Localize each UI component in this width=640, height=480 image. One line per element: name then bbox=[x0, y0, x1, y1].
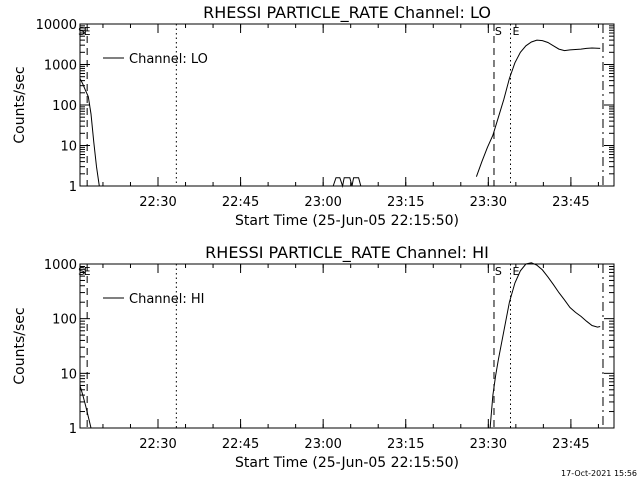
series-line-segment bbox=[79, 385, 92, 429]
y-tick-label: 1000 bbox=[44, 258, 77, 273]
x-tick-label: 22:30 bbox=[139, 437, 176, 452]
interval-marker-E: E bbox=[513, 265, 520, 278]
x-tick-label: 23:30 bbox=[470, 195, 507, 210]
time-interval-lines bbox=[86, 264, 604, 428]
chart-panel-hi: RHESSI PARTICLE_RATE Channel: HI 1101001… bbox=[12, 243, 615, 471]
footer-timestamp: 17-Oct-2021 15:56 bbox=[561, 469, 637, 478]
y-tick-label: 10000 bbox=[36, 18, 77, 33]
interval-marker-E: E bbox=[513, 25, 520, 38]
x-tick-labels: 22:30 22:45 23:00 23:15 23:30 23:45 bbox=[139, 437, 589, 452]
y-axis-label: Counts/sec bbox=[12, 307, 28, 384]
chart-title: RHESSI PARTICLE_RATE Channel: LO bbox=[203, 3, 491, 23]
x-tick-label: 23:30 bbox=[470, 437, 507, 452]
y-tick-label: 1 bbox=[69, 180, 77, 195]
chart-panel-lo: RHESSI PARTICLE_RATE Channel: LO 1101001… bbox=[12, 3, 615, 229]
y-tick-labels: 1 10 100 1000 bbox=[44, 258, 77, 437]
series-lines bbox=[79, 39, 601, 188]
chart-title: RHESSI PARTICLE_RATE Channel: HI bbox=[205, 243, 489, 263]
x-tick-label: 23:15 bbox=[387, 195, 424, 210]
legend-label: Channel: LO bbox=[129, 52, 208, 67]
y-tick-label: 1000 bbox=[44, 59, 77, 74]
x-axis-label: Start Time (25-Jun-05 22:15:50) bbox=[235, 213, 459, 229]
y-tick-marks bbox=[80, 263, 614, 429]
y-tick-label: 100 bbox=[52, 313, 77, 328]
interval-marker-S: S bbox=[78, 265, 85, 278]
x-tick-label: 22:45 bbox=[222, 195, 259, 210]
y-tick-label: 1 bbox=[69, 422, 77, 437]
x-tick-labels: 22:30 22:45 23:00 23:15 23:30 23:45 bbox=[139, 195, 589, 210]
interval-marker-S: S bbox=[78, 25, 85, 38]
y-axis-label: Counts/sec bbox=[12, 66, 28, 143]
x-tick-marks bbox=[102, 24, 599, 186]
plot-frame bbox=[79, 23, 615, 187]
interval-marker-E: E bbox=[84, 25, 91, 38]
x-tick-label: 22:30 bbox=[139, 195, 176, 210]
series-line-segment bbox=[475, 39, 601, 177]
y-tick-label: 10 bbox=[60, 140, 77, 155]
x-tick-label: 23:45 bbox=[552, 437, 589, 452]
x-tick-label: 23:15 bbox=[387, 437, 424, 452]
start-end-markers: SE S E bbox=[78, 25, 519, 38]
series-line-segment bbox=[332, 177, 362, 188]
series-line-segment bbox=[489, 262, 601, 429]
x-tick-marks bbox=[102, 264, 599, 428]
series-line-segment bbox=[79, 78, 100, 187]
legend: Channel: LO bbox=[103, 52, 208, 67]
y-tick-marks bbox=[80, 23, 614, 187]
y-tick-label: 100 bbox=[52, 99, 77, 114]
interval-marker-E: E bbox=[84, 265, 91, 278]
legend-label: Channel: HI bbox=[129, 292, 205, 307]
y-tick-labels: 1 10 100 1000 10000 bbox=[36, 18, 77, 195]
x-axis-label: Start Time (25-Jun-05 22:15:50) bbox=[235, 455, 459, 471]
x-tick-label: 23:00 bbox=[304, 195, 341, 210]
legend: Channel: HI bbox=[103, 292, 205, 307]
interval-marker-S: S bbox=[495, 25, 502, 38]
time-interval-lines bbox=[86, 24, 604, 186]
x-tick-label: 23:45 bbox=[552, 195, 589, 210]
x-tick-label: 23:00 bbox=[304, 437, 341, 452]
start-end-markers: SE S E bbox=[78, 265, 519, 278]
x-tick-label: 22:45 bbox=[222, 437, 259, 452]
plot-frame bbox=[79, 263, 615, 429]
series-lines bbox=[79, 262, 601, 429]
y-tick-label: 10 bbox=[60, 367, 77, 382]
interval-marker-S: S bbox=[495, 265, 502, 278]
